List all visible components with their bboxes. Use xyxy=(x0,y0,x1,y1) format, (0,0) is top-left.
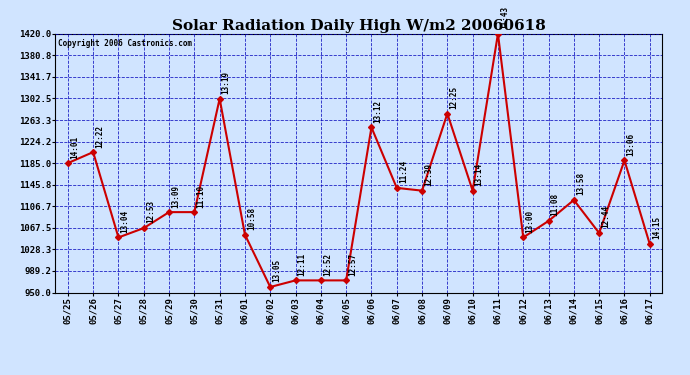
Text: 14:01: 14:01 xyxy=(70,135,79,159)
Text: 11:43: 11:43 xyxy=(500,6,509,29)
Text: 13:12: 13:12 xyxy=(373,100,382,123)
Text: 12:39: 12:39 xyxy=(424,163,433,186)
Text: 14:15: 14:15 xyxy=(652,216,661,240)
Text: 12:44: 12:44 xyxy=(601,205,610,228)
Text: 10:58: 10:58 xyxy=(247,207,256,230)
Text: 12:11: 12:11 xyxy=(297,253,306,276)
Text: 11:10: 11:10 xyxy=(197,184,206,207)
Text: 12:52: 12:52 xyxy=(323,253,332,276)
Text: 13:00: 13:00 xyxy=(525,210,534,233)
Title: Solar Radiation Daily High W/m2 20060618: Solar Radiation Daily High W/m2 20060618 xyxy=(172,19,546,33)
Text: 13:19: 13:19 xyxy=(221,71,230,94)
Text: 11:08: 11:08 xyxy=(551,193,560,216)
Text: 13:06: 13:06 xyxy=(627,133,635,156)
Text: 11:24: 11:24 xyxy=(399,160,408,183)
Text: 13:09: 13:09 xyxy=(171,184,180,207)
Text: 13:04: 13:04 xyxy=(121,210,130,233)
Text: 12:22: 12:22 xyxy=(95,124,104,147)
Text: Copyright 2006 Castronics.com: Copyright 2006 Castronics.com xyxy=(58,39,193,48)
Text: 13:14: 13:14 xyxy=(475,163,484,186)
Text: 12:25: 12:25 xyxy=(449,86,458,109)
Text: 13:05: 13:05 xyxy=(273,259,282,282)
Text: 13:58: 13:58 xyxy=(576,172,585,195)
Text: 12:57: 12:57 xyxy=(348,253,357,276)
Text: 12:53: 12:53 xyxy=(146,200,155,223)
